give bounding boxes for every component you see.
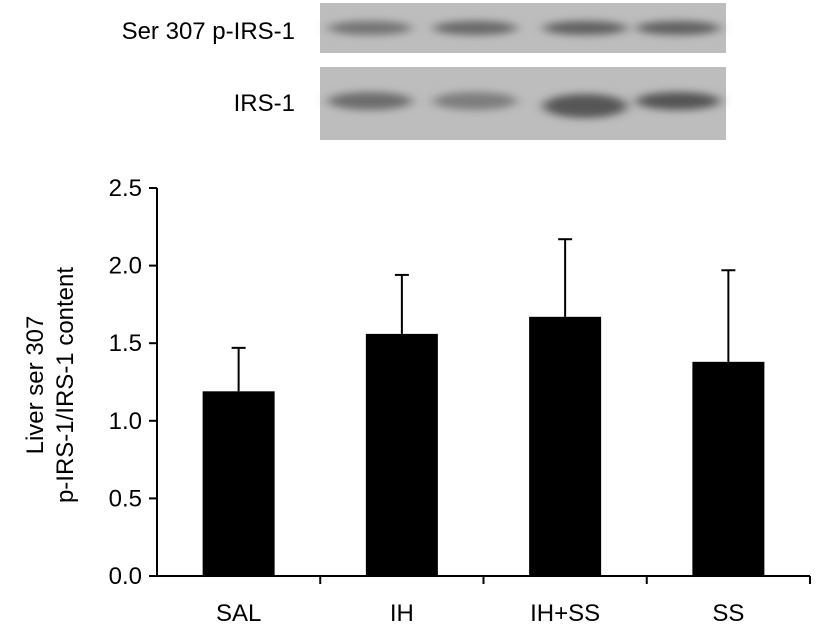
blot-label-total: IRS-1 [234, 90, 295, 117]
blot-band-lane-3 [543, 94, 627, 118]
y-axis-title-line-2: p-IRS-1/IRS-1 content [52, 267, 79, 503]
x-tick-label: SAL [216, 600, 261, 627]
y-tick-label: 0.5 [109, 485, 142, 512]
y-tick-label: 0.0 [109, 563, 142, 590]
bar-ih-ss [529, 316, 602, 576]
bar-chart: Liver ser 307 p-IRS-1/IRS-1 content 0.0 0… [22, 175, 811, 627]
blot-band-lane-1 [328, 92, 412, 110]
y-tick-label: 1.0 [109, 408, 142, 435]
bar-sal [202, 391, 275, 576]
blot-panel-1 [320, 3, 726, 53]
blot-label-phospho: Ser 307 p-IRS-1 [122, 18, 295, 45]
x-tick-label: IH+SS [530, 600, 600, 627]
blot-band-lane-1 [328, 21, 412, 35]
x-tick-label: SS [712, 600, 744, 627]
y-tick-label: 2.0 [109, 253, 142, 280]
blot-panel-2 [320, 67, 726, 140]
western-blot: Ser 307 p-IRS-1 IRS-1 [122, 3, 726, 140]
blot-band-lane-4 [636, 92, 720, 110]
bar-ss [692, 361, 765, 576]
y-tick-label: 1.5 [109, 330, 142, 357]
blot-band-lane-2 [433, 21, 517, 35]
x-tick-label: IH [390, 600, 414, 627]
blot-band-lane-4 [636, 21, 720, 35]
y-tick-label: 2.5 [109, 175, 142, 202]
blot-band-lane-3 [543, 21, 627, 35]
y-axis-title-line-1: Liver ser 307 [22, 316, 49, 455]
blot-band-lane-2 [433, 92, 517, 110]
bar-ih [365, 333, 438, 576]
